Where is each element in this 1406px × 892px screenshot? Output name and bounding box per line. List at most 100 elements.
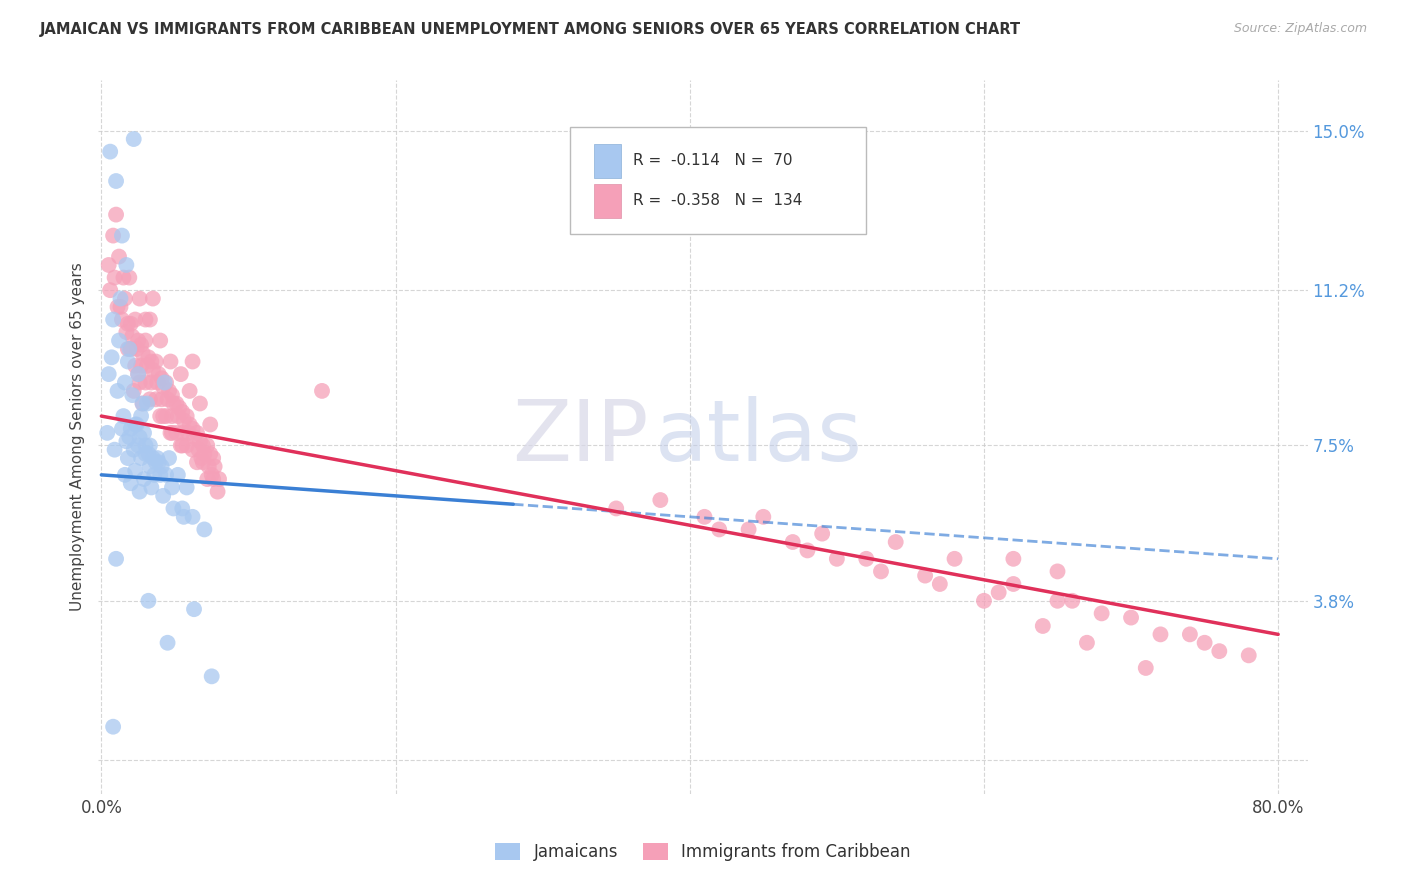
- Point: [187, 442, 209, 457]
- Point: [197, 459, 219, 474]
- FancyBboxPatch shape: [595, 184, 621, 218]
- Point: [114, 292, 136, 306]
- Point: [1046, 594, 1069, 608]
- Point: [1046, 565, 1069, 579]
- Point: [128, 484, 150, 499]
- Point: [148, 367, 170, 381]
- Point: [1194, 636, 1216, 650]
- Point: [110, 300, 132, 314]
- Point: [139, 312, 162, 326]
- Point: [124, 312, 146, 326]
- Point: [115, 325, 138, 339]
- Point: [148, 455, 170, 469]
- Point: [884, 535, 907, 549]
- Point: [208, 472, 231, 486]
- Point: [943, 551, 966, 566]
- Point: [973, 594, 995, 608]
- Point: [108, 334, 131, 348]
- Point: [796, 543, 818, 558]
- Point: [108, 250, 131, 264]
- Point: [195, 438, 218, 452]
- Point: [855, 551, 877, 566]
- Point: [160, 480, 183, 494]
- Point: [1002, 551, 1025, 566]
- Point: [191, 455, 214, 469]
- Point: [928, 577, 950, 591]
- Point: [120, 476, 142, 491]
- Text: JAMAICAN VS IMMIGRANTS FROM CARIBBEAN UNEMPLOYMENT AMONG SENIORS OVER 65 YEARS C: JAMAICAN VS IMMIGRANTS FROM CARIBBEAN UN…: [39, 22, 1021, 37]
- Point: [1135, 661, 1157, 675]
- Point: [156, 392, 179, 407]
- Point: [98, 145, 121, 159]
- Point: [914, 568, 936, 582]
- Y-axis label: Unemployment Among Seniors over 65 years: Unemployment Among Seniors over 65 years: [70, 263, 86, 611]
- Point: [139, 392, 162, 407]
- Point: [200, 417, 222, 432]
- Point: [127, 367, 149, 381]
- Point: [129, 409, 152, 423]
- Point: [111, 422, 134, 436]
- Point: [188, 434, 211, 449]
- Point: [181, 442, 204, 457]
- Point: [107, 384, 129, 398]
- Point: [162, 396, 184, 410]
- Point: [149, 409, 172, 423]
- Point: [204, 459, 226, 474]
- Point: [115, 434, 138, 449]
- Point: [176, 409, 198, 423]
- Point: [104, 442, 127, 457]
- Point: [150, 459, 173, 474]
- Point: [152, 409, 174, 423]
- Point: [127, 367, 149, 381]
- Point: [121, 329, 143, 343]
- Point: [170, 438, 193, 452]
- Point: [1149, 627, 1171, 641]
- Point: [157, 451, 180, 466]
- FancyBboxPatch shape: [569, 127, 866, 234]
- Point: [170, 367, 193, 381]
- Point: [141, 354, 163, 368]
- Point: [142, 363, 165, 377]
- Point: [160, 425, 183, 440]
- Point: [150, 392, 173, 407]
- Point: [737, 523, 759, 537]
- Point: [172, 438, 194, 452]
- Point: [105, 208, 128, 222]
- Point: [124, 464, 146, 478]
- Point: [709, 523, 731, 537]
- Point: [141, 480, 163, 494]
- Point: [825, 551, 848, 566]
- Point: [155, 409, 177, 423]
- Point: [1002, 577, 1025, 591]
- Point: [122, 442, 145, 457]
- Text: Source: ZipAtlas.com: Source: ZipAtlas.com: [1233, 22, 1367, 36]
- Point: [165, 396, 187, 410]
- Point: [159, 425, 181, 440]
- Point: [160, 388, 183, 402]
- Point: [149, 467, 172, 482]
- Point: [127, 438, 149, 452]
- Point: [146, 451, 169, 466]
- Point: [162, 501, 184, 516]
- Point: [107, 300, 129, 314]
- Point: [117, 342, 139, 356]
- Point: [1076, 636, 1098, 650]
- Point: [155, 467, 177, 482]
- Text: R =  -0.114   N =  70: R = -0.114 N = 70: [633, 153, 793, 168]
- Point: [173, 413, 195, 427]
- Point: [752, 509, 775, 524]
- Point: [127, 334, 149, 348]
- Point: [128, 376, 150, 390]
- Point: [166, 467, 188, 482]
- Point: [125, 417, 148, 432]
- Point: [110, 292, 132, 306]
- Point: [181, 422, 204, 436]
- Point: [141, 376, 163, 390]
- Point: [136, 359, 159, 373]
- Point: [186, 425, 208, 440]
- Point: [128, 430, 150, 444]
- Point: [112, 409, 135, 423]
- Point: [120, 317, 142, 331]
- Point: [650, 493, 672, 508]
- Point: [118, 270, 141, 285]
